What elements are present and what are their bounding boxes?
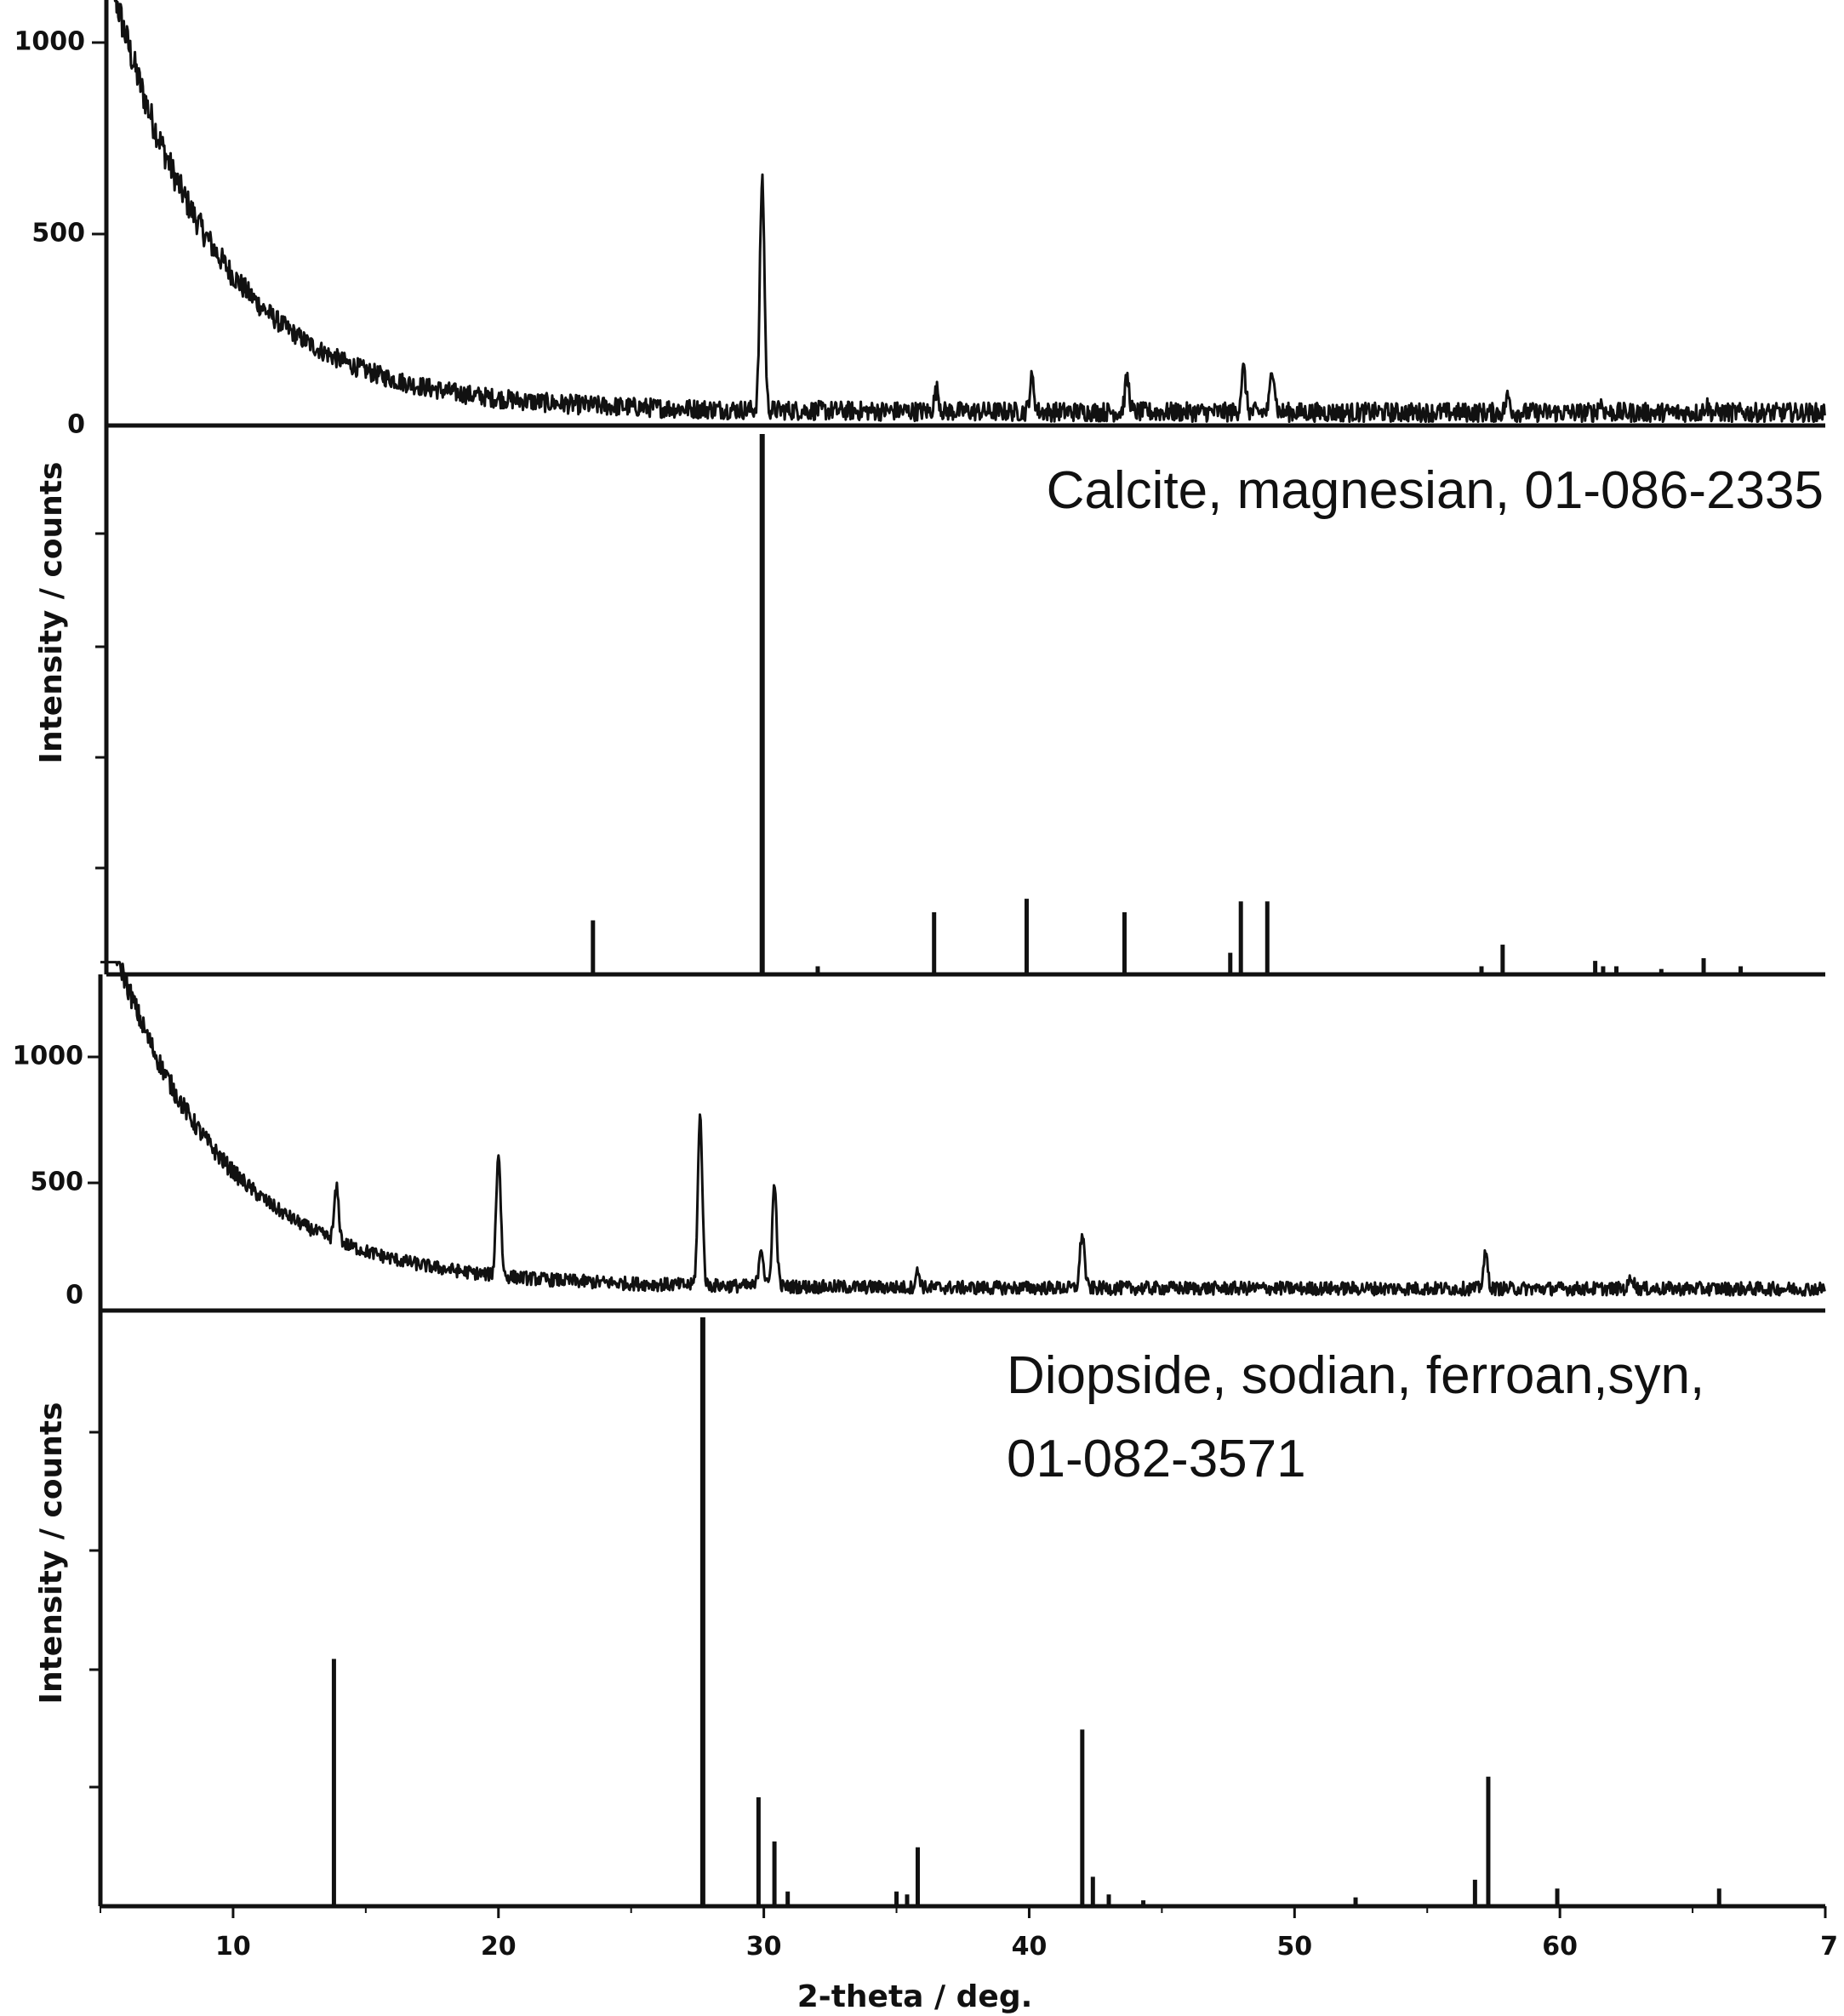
x-tick-label: 40 bbox=[1012, 1932, 1048, 1962]
sample-1-pattern-panel: 0 500 1000 bbox=[14, 0, 1826, 440]
x-tick-label: 60 bbox=[1542, 1932, 1578, 1962]
x-axis-ticks: 10 20 30 40 50 60 7 bbox=[100, 1906, 1838, 1962]
sample-1-diffraction-trace bbox=[113, 0, 1826, 423]
y-tick-label: 0 bbox=[66, 1281, 83, 1311]
y-tick-label: 500 bbox=[31, 219, 85, 248]
y-tick-label: 0 bbox=[67, 410, 85, 440]
y-tick-label: 500 bbox=[30, 1168, 83, 1197]
x-axis-title: 2-theta / deg. bbox=[797, 1979, 1033, 2014]
calcite-phase-label: Calcite, magnesian, 01-086-2335 bbox=[1047, 461, 1824, 520]
diopside-reference-sticks bbox=[331, 1317, 1721, 1906]
calcite-reference-sticks bbox=[591, 434, 1744, 974]
x-axis: 10 20 30 40 50 60 7 2-theta / deg. bbox=[100, 1906, 1838, 2014]
x-tick-label: 50 bbox=[1276, 1932, 1312, 1962]
x-tick-label: 30 bbox=[746, 1932, 782, 1962]
y-axis-title: Intensity / counts bbox=[34, 1402, 69, 1705]
diopside-phase-label-line-1: Diopside, sodian, ferroan,syn, bbox=[1007, 1346, 1704, 1405]
calcite-reference-panel: Intensity / counts Calcite, magnesian, 0… bbox=[34, 425, 1825, 977]
x-tick-label: 20 bbox=[481, 1932, 517, 1962]
y-tick-label: 1000 bbox=[14, 27, 86, 57]
sample-2-pattern-panel: 0 500 1000 bbox=[13, 961, 1826, 1313]
diopside-phase-label-line-2: 01-082-3571 bbox=[1007, 1430, 1306, 1488]
y-axis-title: Intensity / counts bbox=[34, 462, 69, 764]
sample-2-diffraction-trace bbox=[100, 961, 1826, 1297]
diopside-reference-panel: Intensity / counts Diopside, sodian, fer… bbox=[34, 1311, 1825, 1909]
x-tick-label: 7 bbox=[1820, 1932, 1838, 1962]
y-tick-label: 1000 bbox=[13, 1042, 84, 1071]
x-tick-label: 10 bbox=[215, 1932, 251, 1962]
